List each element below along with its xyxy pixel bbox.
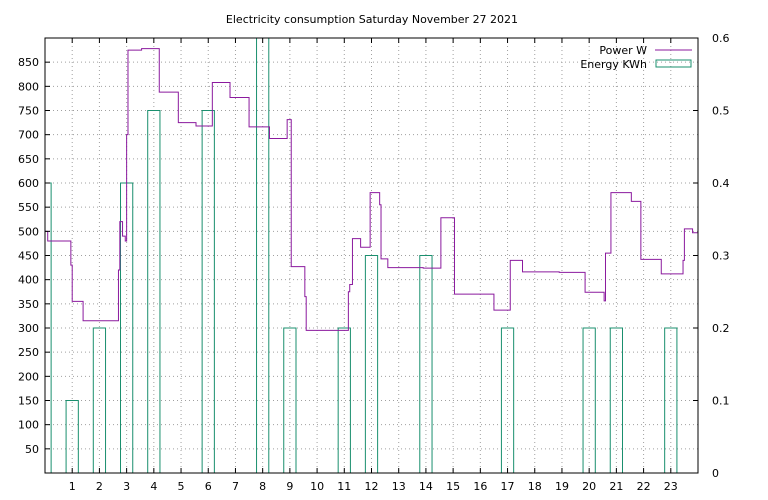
energy-bar (92, 327, 107, 473)
power-line (45, 48, 698, 331)
x-tick-label: 14 (419, 480, 433, 493)
y2-tick-label: 0.3 (712, 250, 730, 263)
y-tick-label: 550 (18, 201, 39, 214)
energy-bar (364, 255, 379, 473)
x-tick-label: 19 (555, 480, 569, 493)
x-tick-label: 16 (473, 480, 487, 493)
y-tick-label: 350 (18, 298, 39, 311)
x-tick-label: 2 (96, 480, 103, 493)
y-tick-label: 700 (18, 129, 39, 142)
x-tick-label: 7 (232, 480, 239, 493)
power-series-line (45, 48, 698, 331)
x-tick-label: 9 (286, 480, 293, 493)
x-tick-label: 6 (205, 480, 212, 493)
y-tick-label: 450 (18, 250, 39, 263)
x-tick-label: 15 (446, 480, 460, 493)
energy-bar (65, 400, 79, 473)
energy-bar (500, 327, 515, 473)
grid (45, 38, 698, 473)
y-tick-label: 500 (18, 225, 39, 238)
x-tick-label: 3 (123, 480, 130, 493)
x-tick-label: 4 (150, 480, 157, 493)
x-tick-label: 1 (69, 480, 76, 493)
energy-bar (419, 255, 433, 473)
x-tick-label: 22 (637, 480, 651, 493)
y2-tick-label: 0.6 (712, 32, 730, 45)
y-tick-label: 800 (18, 80, 39, 93)
energy-bar (201, 110, 215, 473)
y2-tick-label: 0.4 (712, 177, 730, 190)
chart-title: Electricity consumption Saturday Novembe… (226, 13, 518, 26)
x-tick-label: 17 (501, 480, 515, 493)
x-tick-label: 8 (259, 480, 266, 493)
energy-bar (582, 327, 596, 473)
x-tick-label: 13 (392, 480, 406, 493)
x-tick-label: 10 (310, 480, 324, 493)
axes: 1 2 3 4 5 6 7 8 9 10 11 12 13 14 15 16 17 18 19 20 21 22 23501… (18, 32, 730, 493)
y-tick-label: 600 (18, 177, 39, 190)
legend-label-power: Power W (599, 44, 647, 57)
energy-bar (609, 327, 623, 473)
y2-tick-label: 0 (712, 467, 719, 480)
y-tick-label: 300 (18, 322, 39, 335)
x-tick-label: 12 (365, 480, 379, 493)
x-tick-label: 5 (178, 480, 185, 493)
legend-label-energy: Energy KWh (580, 58, 647, 71)
energy-bar (283, 327, 297, 473)
y2-tick-label: 0.1 (712, 395, 730, 408)
energy-bar (337, 327, 351, 473)
x-tick-label: 18 (528, 480, 542, 493)
x-tick-label: 11 (337, 480, 351, 493)
energy-bars (44, 37, 678, 474)
x-tick-label: 23 (664, 480, 678, 493)
energy-bar (147, 110, 161, 473)
y-tick-label: 50 (25, 443, 39, 456)
energy-bar (664, 327, 678, 473)
x-tick-label: 21 (609, 480, 623, 493)
y-tick-label: 400 (18, 274, 39, 287)
y-tick-label: 100 (18, 419, 39, 432)
y-tick-label: 650 (18, 153, 39, 166)
y2-tick-label: 0.2 (712, 322, 730, 335)
energy-bar (256, 37, 270, 473)
y-tick-label: 200 (18, 370, 39, 383)
y-tick-label: 150 (18, 395, 39, 408)
y-tick-label: 750 (18, 105, 39, 118)
x-tick-label: 20 (582, 480, 596, 493)
y2-tick-label: 0.5 (712, 105, 730, 118)
legend-swatch-energy (655, 59, 692, 68)
y-tick-label: 250 (18, 346, 39, 359)
y-tick-label: 850 (18, 56, 39, 69)
